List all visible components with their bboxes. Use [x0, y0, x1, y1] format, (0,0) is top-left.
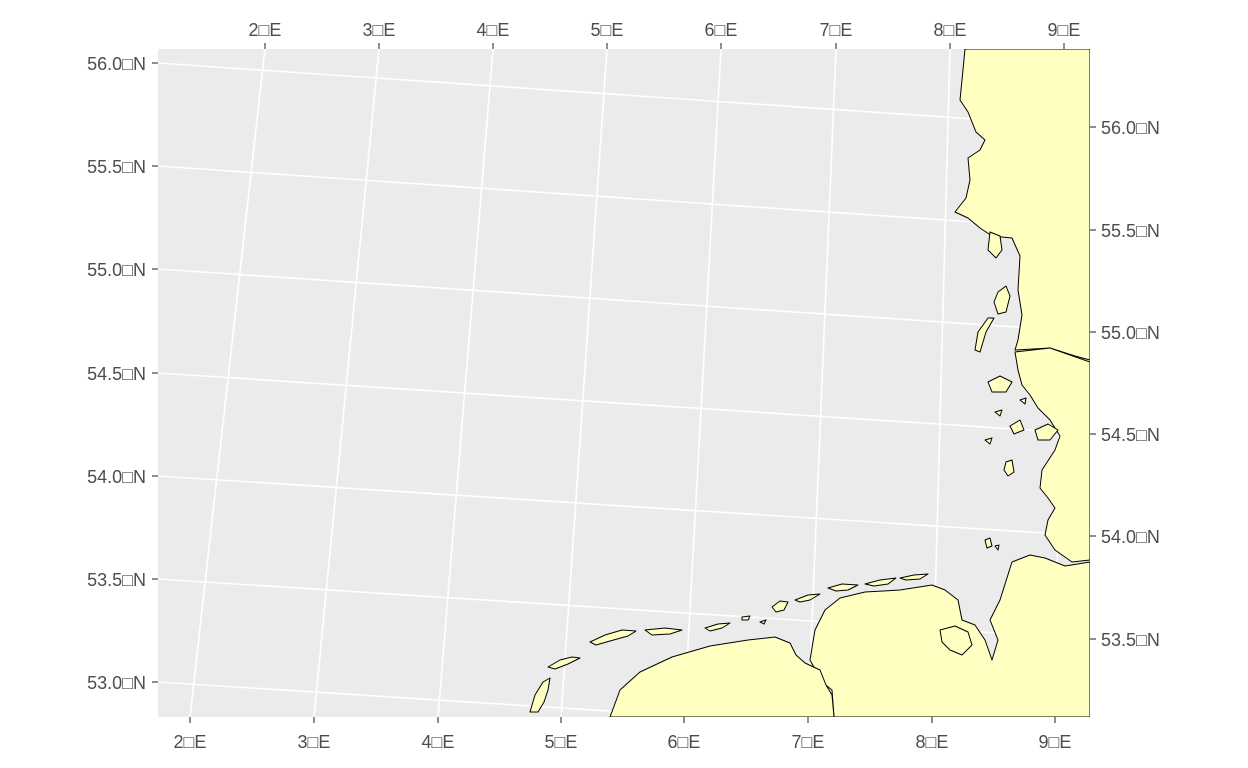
island-norderney: [827, 583, 859, 592]
left-lat-label-54-0n: 54.0□N: [87, 467, 146, 487]
top-lon-label-6e: 6□E: [705, 20, 738, 40]
top-lon-label-2e: 2□E: [249, 20, 282, 40]
island-sylt: [993, 285, 1011, 315]
bottom-lon-label-3e: 3□E: [298, 732, 331, 752]
island-texel: [529, 677, 551, 713]
top-lon-label-4e: 4□E: [477, 20, 510, 40]
left-lat-label-56-0n: 56.0□N: [87, 54, 146, 74]
island-romo: [987, 231, 1003, 259]
ems-peninsula: [939, 625, 973, 656]
island-helgoland-area: [1003, 459, 1015, 477]
island-nordstrand: [1034, 423, 1059, 441]
island-schiermonnikoog: [704, 622, 731, 632]
top-lon-label-9e: 9□E: [1048, 20, 1081, 40]
island-vlieland: [547, 656, 581, 670]
right-lat-label-55-5n: 55.5□N: [1101, 221, 1160, 241]
parallel-55-5n: [158, 165, 1090, 231]
bottom-lon-label-9e: 9□E: [1039, 732, 1072, 752]
parallel-56-0n: [158, 62, 1090, 128]
island-small-1: [984, 537, 993, 549]
left-lat-label-55-0n: 55.0□N: [87, 260, 146, 280]
dutch-mainland: [609, 636, 835, 717]
top-lon-label-7e: 7□E: [820, 20, 853, 40]
island-baltrum-langeoog: [864, 577, 897, 587]
island-pellworm: [1009, 419, 1025, 435]
left-lat-label-55-5n: 55.5□N: [87, 157, 146, 177]
meridian-3e: [313, 49, 380, 717]
left-axis: 56.0□N 55.5□N 55.0□N 54.5□N 54.0□N 53.5□…: [87, 54, 158, 693]
parallel-54-5n: [158, 372, 1090, 435]
island-spiekeroog: [899, 573, 929, 581]
bottom-lon-label-4e: 4□E: [422, 732, 455, 752]
island-ameland: [644, 627, 683, 636]
top-lon-label-3e: 3□E: [363, 20, 396, 40]
top-lon-label-8e: 8□E: [934, 20, 967, 40]
meridian-4e: [437, 49, 494, 717]
meridian-2e: [189, 49, 266, 717]
landmasses: [529, 49, 1090, 717]
right-lat-label-54-0n: 54.0□N: [1101, 527, 1160, 547]
island-small-2: [994, 544, 1000, 551]
bottom-axis: 2□E 3□E 4□E 5□E 6□E 7□E 8□E 9□E: [174, 717, 1072, 752]
island-terschelling: [589, 629, 637, 646]
left-lat-label-53-0n: 53.0□N: [87, 673, 146, 693]
island-amrum: [974, 317, 995, 353]
island-hallig-2: [984, 437, 993, 445]
right-lat-label-55-0n: 55.0□N: [1101, 323, 1160, 343]
right-lat-label-53-5n: 53.5□N: [1101, 630, 1160, 650]
bottom-lon-label-6e: 6□E: [668, 732, 701, 752]
island-wangerooge: [759, 619, 767, 625]
left-lat-label-54-5n: 54.5□N: [87, 364, 146, 384]
bottom-lon-label-8e: 8□E: [916, 732, 949, 752]
parallel-54-0n: [158, 475, 1090, 537]
left-lat-label-53-5n: 53.5□N: [87, 570, 146, 590]
top-axis: 2□E 3□E 4□E 5□E 6□E 7□E 8□E 9□E: [249, 20, 1081, 49]
bottom-lon-label-7e: 7□E: [792, 732, 825, 752]
island-juist: [794, 593, 821, 603]
bottom-lon-label-5e: 5□E: [545, 732, 578, 752]
right-lat-label-56-0n: 56.0□N: [1101, 118, 1160, 138]
island-rottumeroog: [741, 615, 751, 621]
meridian-6e: [683, 49, 722, 717]
island-hallig-1: [994, 409, 1003, 417]
right-axis: 56.0□N 55.5□N 55.0□N 54.5□N 54.0□N 53.5□…: [1090, 118, 1160, 650]
bottom-lon-label-2e: 2□E: [174, 732, 207, 752]
island-hallig-3: [1019, 397, 1027, 405]
island-fohr: [987, 375, 1013, 393]
parallel-55-0n: [158, 268, 1090, 333]
top-lon-label-5e: 5□E: [591, 20, 624, 40]
meridian-7e: [807, 49, 837, 717]
island-borkum: [771, 600, 789, 613]
schleswig-holstein-coast: [1014, 347, 1090, 563]
right-lat-label-54-5n: 54.5□N: [1101, 425, 1160, 445]
